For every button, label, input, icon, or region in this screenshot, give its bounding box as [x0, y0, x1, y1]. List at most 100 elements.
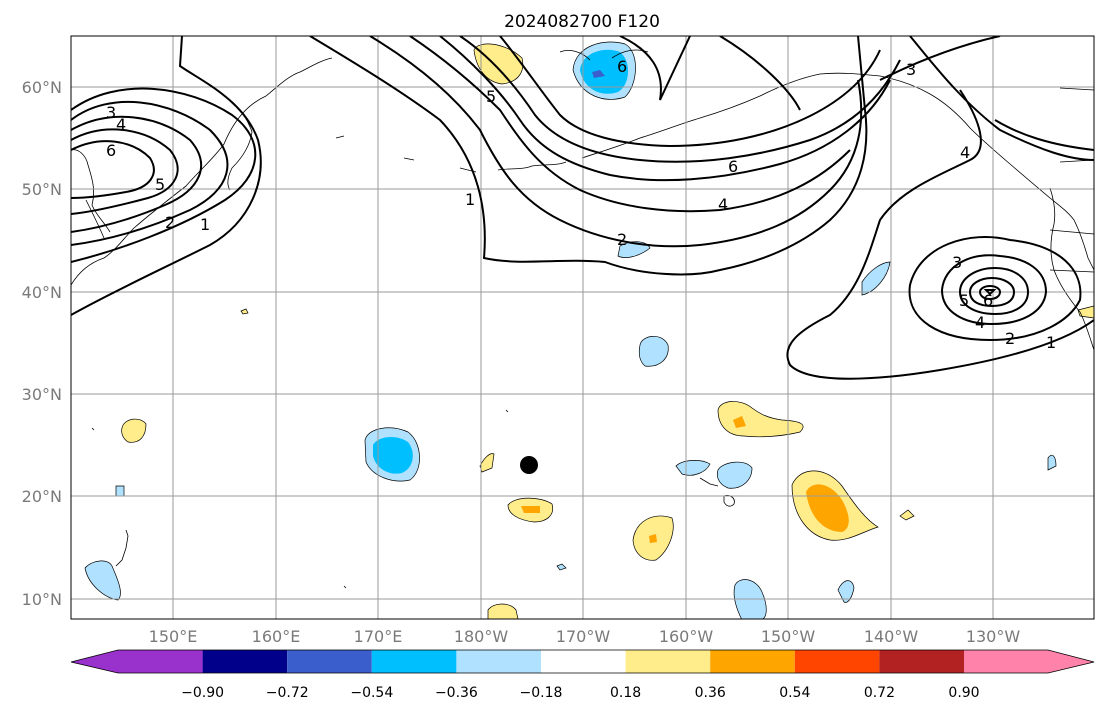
colorbar-tick-label: 0.36: [695, 685, 726, 701]
contour-line: [879, 36, 1001, 81]
contour-line: [619, 36, 691, 101]
anomaly-positive-region: [733, 416, 746, 428]
anomaly-negative-region: [373, 436, 413, 474]
lon-label: 140°W: [864, 627, 919, 646]
contour-label: 4: [116, 115, 126, 134]
anomaly-negative-region: [556, 563, 567, 571]
contour-label: 5: [959, 291, 969, 310]
lon-label: 160°E: [252, 627, 301, 646]
contour-line: [71, 100, 229, 246]
contour-line: [409, 36, 851, 213]
colorbar-swatch: [202, 650, 288, 673]
colorbar: −0.90 −0.72 −0.54 −0.36 −0.18 0.18 0.36 …: [70, 649, 1095, 701]
contour-label: 3: [106, 103, 116, 122]
contour-line: [459, 36, 901, 163]
contour-line: [978, 284, 1002, 301]
contour-line: [958, 266, 1030, 316]
contour-line: [940, 254, 1048, 326]
anomaly-positive-region: [487, 603, 519, 619]
colorbar-tick-label: 0.90: [948, 685, 979, 701]
anomaly-shading: [84, 41, 1094, 619]
anomaly-positive-region: [473, 43, 524, 85]
colorbar-tick-label: −0.90: [181, 685, 224, 701]
colorbar-outline: [70, 649, 1095, 674]
colorbar-swatch: [879, 650, 964, 673]
colorbar-tick-label: −0.18: [520, 685, 563, 701]
anomaly-negative-region: [837, 580, 855, 603]
contour-labels: 3 4 6 5 2 1 5 6 1 6 4 2 3 6 5 4 2 1 3 4: [106, 57, 1056, 352]
colorbar-swatch: [1048, 650, 1094, 673]
lon-label: 170°W: [556, 627, 611, 646]
contour-label: 6: [106, 141, 116, 160]
contour-line: [786, 89, 1094, 380]
latitude-labels: 60°N 50°N 40°N 30°N 20°N 10°N: [22, 78, 62, 609]
map-plot-area: 3 4 6 5 2 1 5 6 1 6 4 2 3 6 5 4 2 1 3 4: [71, 36, 1094, 619]
contour-label: 5: [486, 87, 496, 106]
lon-label: 160°W: [659, 627, 714, 646]
contour-line: [499, 36, 881, 148]
contour-label: 5: [155, 175, 165, 194]
anomaly-positive-region: [521, 506, 540, 513]
lat-label: 40°N: [22, 283, 62, 302]
contour-line: [71, 128, 179, 215]
anomaly-negative-region: [84, 560, 121, 601]
anomaly-negative-region: [675, 460, 711, 476]
contour-line: [908, 236, 1082, 342]
map-title: 2024082700 F120: [504, 12, 660, 32]
colorbar-swatch: [541, 650, 626, 673]
contour-line: [719, 36, 801, 111]
colorbar-swatch: [287, 650, 372, 673]
contour-line: [71, 115, 202, 233]
anomaly-negative-region: [115, 485, 125, 497]
storm-center-dot: [520, 456, 538, 474]
lon-label: 150°W: [761, 627, 816, 646]
colorbar-tick-label: 0.72: [864, 685, 895, 701]
colorbar-swatch: [371, 650, 457, 673]
anomaly-negative-region: [592, 70, 605, 78]
lat-label: 50°N: [22, 180, 62, 199]
lon-label: 180°W: [454, 627, 509, 646]
colorbar-swatch: [625, 650, 711, 673]
contour-line: [369, 36, 863, 248]
anomaly-positive-region: [649, 534, 657, 543]
contour-label: 3: [906, 60, 916, 79]
anomaly-negative-region: [638, 336, 669, 367]
longitude-labels: 150°E 160°E 170°E 180°W 170°W 160°W 150°…: [149, 627, 1021, 646]
contour-label: 4: [975, 313, 985, 332]
contour-line: [968, 276, 1016, 308]
map-frame: [70, 35, 1095, 620]
anomaly-negative-region: [716, 461, 753, 489]
lon-label: 130°W: [966, 627, 1021, 646]
contour-line: [71, 140, 155, 199]
lon-label: 170°E: [354, 627, 403, 646]
colorbar-swatch: [964, 650, 1048, 673]
colorbar-swatch: [710, 650, 795, 673]
contour-label: 1: [1046, 333, 1056, 352]
contour-line: [309, 36, 868, 276]
contour-label: 1: [200, 215, 210, 234]
colorbar-swatch: [456, 650, 541, 673]
lat-label: 10°N: [22, 590, 62, 609]
colorbar-tick-label: 0.54: [779, 685, 810, 701]
contour-label: 6: [728, 157, 738, 176]
contour-label: 6: [617, 57, 627, 76]
anomaly-negative-region: [1047, 454, 1057, 471]
colorbar-swatch: [794, 650, 880, 673]
colorbar-swatch: [118, 650, 203, 673]
contour-label: 6: [983, 291, 993, 310]
colorbar-swatch: [71, 650, 118, 673]
contour-label: 4: [960, 143, 970, 162]
anomaly-negative-region: [580, 49, 629, 94]
contour-line: [71, 87, 257, 263]
colorbar-ticks: −0.90 −0.72 −0.54 −0.36 −0.18 0.18 0.36 …: [181, 685, 979, 701]
contour-label: 4: [718, 195, 728, 214]
colorbar-tick-label: −0.36: [435, 685, 478, 701]
anomaly-positive-region: [1077, 305, 1094, 319]
lat-label: 30°N: [22, 385, 62, 404]
graticule: [71, 36, 1094, 619]
contour-line: [909, 36, 1094, 161]
lon-label: 150°E: [149, 627, 198, 646]
anomaly-positive-region: [479, 453, 495, 473]
coastlines: [71, 49, 1094, 589]
